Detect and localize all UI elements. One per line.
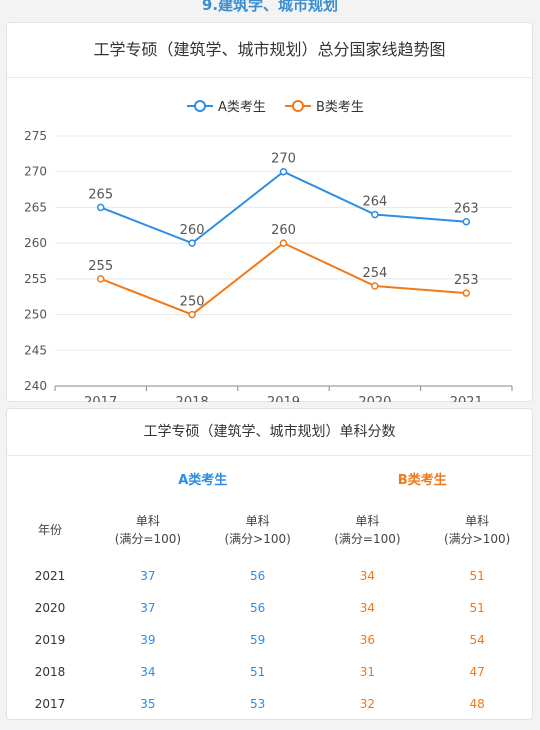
- data-point: [371, 210, 379, 219]
- x-tick-label: 2020: [358, 395, 391, 402]
- legend-marker: [194, 100, 206, 112]
- legend-label: A类考生: [218, 100, 266, 115]
- table-row: 2021 37 56 34 51: [7, 560, 532, 592]
- x-tick-label: 2021: [450, 395, 483, 402]
- data-point: [188, 239, 196, 247]
- table-group-row: A类考生 B类考生: [7, 456, 532, 500]
- data-point: [371, 282, 379, 290]
- col-header-sub: (满分=100): [334, 532, 401, 546]
- cell-b2: 48: [469, 697, 485, 711]
- legend-marker: [292, 100, 304, 112]
- legend-label: B类考生: [316, 100, 364, 115]
- y-tick-label: 260: [24, 236, 47, 250]
- cell-year: 2020: [34, 601, 66, 615]
- x-tick-label: 2018: [176, 395, 209, 402]
- chart-card: 工学专硕（建筑学、城市规划）总分国家线趋势图 240 245 250 255 260 26…: [6, 22, 533, 402]
- cell-a2: 51: [249, 665, 266, 679]
- col-header-label: 单科: [355, 514, 380, 528]
- y-tick-label: 245: [24, 343, 47, 357]
- table-row: 2020 37 56 34 51: [7, 592, 532, 624]
- y-tick-label: 265: [24, 200, 47, 214]
- table-header-row: 年份 单科 (满分=100) 单科 (满分>100) 单科 (满分=100) 单科 (满…: [7, 500, 532, 560]
- section-title: 9.建筑学、城市规划: [201, 0, 339, 14]
- col-header-a1: 单科 (满分=100): [93, 500, 203, 560]
- col-header-label: 单科: [135, 514, 160, 528]
- data-label: 260: [271, 223, 296, 238]
- data-point: [279, 239, 288, 247]
- col-header-label: 单科: [465, 514, 490, 528]
- cell-a1: 37: [140, 601, 156, 615]
- score-table-card: 工学专硕（建筑学、城市规划）单科分数 A类考生 B类考生 年份 单科 (满分=10…: [6, 408, 533, 720]
- cell-a1: 35: [140, 697, 156, 711]
- cell-b1: 34: [359, 601, 376, 615]
- data-label: 264: [362, 195, 387, 210]
- col-header-b1: 单科 (满分=100): [313, 500, 423, 560]
- data-point: [462, 289, 471, 297]
- cell-a2: 59: [249, 633, 266, 647]
- col-header-b2: 单科 (满分>100): [422, 500, 532, 560]
- col-header-a2: 单科 (满分>100): [203, 500, 313, 560]
- group-b-header: B类考生: [397, 472, 447, 488]
- data-point: [188, 310, 196, 319]
- y-tick-label: 270: [24, 165, 47, 179]
- table-row: 2018 34 51 31 47: [7, 656, 532, 688]
- cell-b1: 36: [359, 633, 376, 647]
- data-label: 250: [180, 295, 205, 310]
- cell-a1: 37: [140, 569, 156, 583]
- y-tick-label: 255: [24, 272, 47, 286]
- data-label: 260: [180, 223, 205, 238]
- year-header: 年份: [37, 523, 62, 537]
- y-tick-label: 240: [24, 379, 47, 393]
- chart-title: 工学专硕（建筑学、城市规划）总分国家线趋势图: [7, 23, 532, 78]
- cell-a2: 56: [249, 601, 266, 615]
- data-label: 255: [88, 259, 113, 274]
- cell-b2: 51: [469, 569, 485, 583]
- y-tick-label: 250: [24, 308, 47, 322]
- col-header-sub: (满分>100): [443, 532, 511, 546]
- data-label: 253: [454, 273, 479, 288]
- cell-year: 2021: [34, 569, 66, 583]
- cell-a2: 53: [249, 697, 266, 711]
- data-label: 254: [362, 266, 387, 281]
- score-table: A类考生 B类考生 年份 单科 (满分=100) 单科 (满分>100) 单科 (满分…: [7, 456, 532, 720]
- col-header-sub: (满分=100): [114, 532, 182, 546]
- cell-year: 2019: [34, 633, 66, 647]
- data-point: [96, 275, 105, 283]
- group-a-header: A类考生: [178, 472, 228, 488]
- cell-a1: 39: [140, 633, 156, 647]
- data-label: 270: [271, 152, 296, 167]
- col-header-sub: (满分>100): [224, 532, 291, 546]
- group-spacer: [7, 456, 93, 500]
- cell-b1: 31: [359, 665, 376, 679]
- cell-a2: 56: [249, 569, 266, 583]
- line-chart: 240 245 250 255 260 265 270 275 2017 2018 2019 2020…: [24, 100, 513, 402]
- table-row: 2017 35 53 32 48: [7, 688, 532, 720]
- cell-b2: 51: [469, 601, 485, 615]
- data-label: 263: [454, 202, 479, 217]
- data-point: [462, 217, 471, 226]
- table-title: 工学专硕（建筑学、城市规划）单科分数: [7, 409, 532, 456]
- col-header-label: 单科: [245, 514, 270, 528]
- cell-b2: 47: [469, 665, 485, 679]
- table-row: 2019 39 59 36 54: [7, 624, 532, 656]
- data-point: [96, 203, 105, 212]
- cell-b1: 34: [359, 569, 376, 583]
- y-tick-label: 275: [24, 129, 47, 143]
- cell-b1: 32: [359, 697, 376, 711]
- x-tick-label: 2019: [267, 395, 300, 402]
- cell-a1: 34: [140, 665, 156, 679]
- cell-year: 2017: [34, 697, 66, 711]
- x-tick-label: 2017: [84, 395, 117, 402]
- data-label: 265: [88, 187, 113, 202]
- data-point: [279, 167, 288, 176]
- cell-year: 2018: [34, 665, 66, 679]
- cell-b2: 54: [469, 633, 485, 647]
